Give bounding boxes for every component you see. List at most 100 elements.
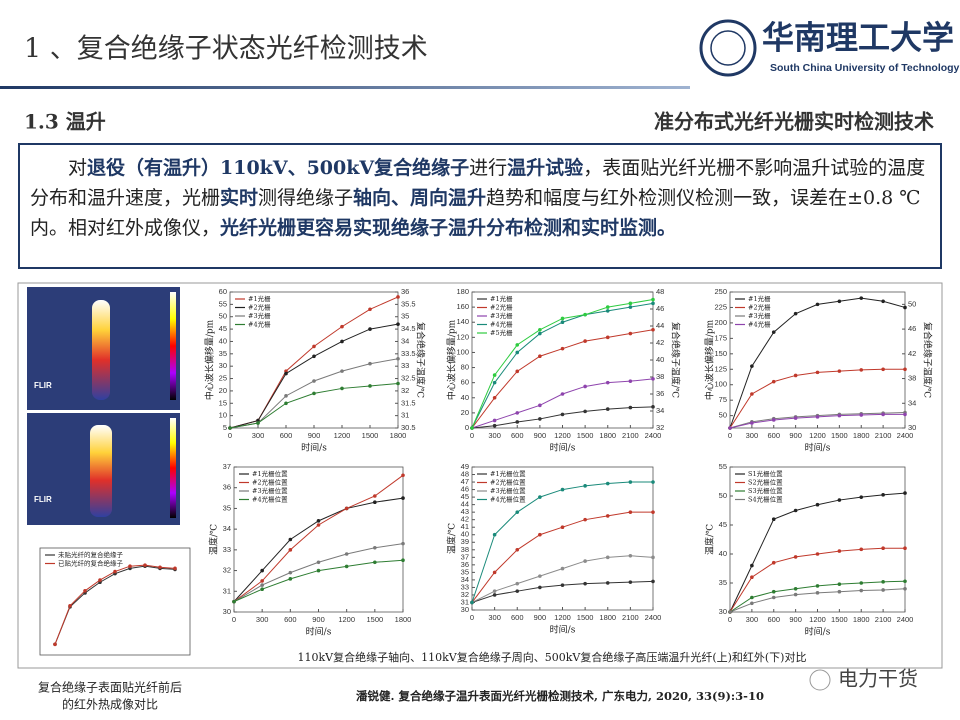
- y2-axis-label: 复合绝缘子温度/℃: [922, 322, 934, 398]
- data-point: [750, 421, 754, 425]
- y-tick-label: 120: [456, 332, 469, 341]
- data-point: [628, 510, 633, 514]
- x-tick-label: 600: [511, 613, 524, 622]
- data-point: [903, 579, 907, 584]
- y2-tick-label: 48: [656, 287, 664, 296]
- ir-caption: 复合绝缘子表面贴光纤前后: [38, 680, 182, 695]
- data-point: [470, 426, 474, 430]
- x-tick-label: 1500: [362, 431, 379, 440]
- data-point: [128, 564, 132, 568]
- data-point: [260, 587, 264, 592]
- data-point: [903, 367, 907, 372]
- ir-image: FLIR: [27, 413, 180, 525]
- data-point: [628, 305, 633, 309]
- x-tick-label: 2100: [875, 615, 892, 624]
- data-point: [793, 587, 798, 591]
- data-point: [492, 418, 497, 423]
- data-point: [815, 302, 820, 307]
- legend-label: #4光栅: [748, 320, 771, 329]
- data-point: [583, 384, 587, 389]
- y2-tick-label: 50: [908, 299, 916, 308]
- data-point: [316, 523, 321, 527]
- y-axis-label: 中心波长偏移量/pm: [446, 319, 458, 400]
- x-tick-label: 1800: [853, 615, 870, 624]
- data-point: [396, 356, 400, 361]
- legend-label: #4光栅位置: [252, 495, 288, 504]
- logo-emblem: [699, 19, 757, 77]
- reference: 潘锐健. 复合绝缘子温升表面光纤光栅检测技术, 广东电力, 2020, 33(9…: [356, 689, 764, 703]
- y-tick-label: 47: [461, 477, 469, 486]
- x-tick-label: 1200: [809, 431, 826, 440]
- y-tick-label: 225: [714, 302, 727, 311]
- title-rule: [0, 86, 690, 89]
- data-point: [881, 580, 885, 584]
- data-point: [750, 392, 754, 396]
- data-point: [538, 417, 542, 421]
- y-axis-label: 温度/℃: [704, 524, 716, 555]
- data-point: [470, 600, 474, 605]
- text-segment: 测得绝缘子: [258, 187, 354, 209]
- legend-label: #2光栅: [490, 303, 513, 312]
- text-segment: 光纤光栅更容易实现绝缘子温升分布检测和实时监测。: [220, 217, 677, 239]
- data-point: [859, 495, 864, 499]
- charts-caption: 110kV复合绝缘子轴向、110kV复合绝缘子周向、500kV复合绝缘子高压端温…: [298, 650, 807, 664]
- x-tick-label: 0: [232, 615, 236, 624]
- text-segment: 进行: [469, 157, 508, 179]
- x-tick-label: 0: [728, 615, 732, 624]
- data-point: [651, 377, 655, 381]
- y-axis-label: 中心波长偏移量/pm: [204, 319, 216, 400]
- y-tick-label: 80: [461, 363, 469, 372]
- data-point: [492, 570, 497, 575]
- y-tick-label: 15: [219, 398, 227, 407]
- data-point: [560, 525, 565, 530]
- data-point: [373, 500, 377, 505]
- data-point: [538, 327, 542, 332]
- data-point: [859, 296, 864, 300]
- x-tick-label: 2100: [622, 431, 639, 440]
- data-point: [903, 587, 907, 591]
- data-point: [316, 568, 321, 573]
- data-point: [396, 381, 400, 386]
- data-point: [837, 369, 842, 373]
- y2-tick-label: 34: [401, 336, 409, 345]
- x-axis-label: 时间/s: [550, 442, 576, 454]
- x-axis-label: 时间/s: [550, 624, 576, 636]
- y-axis-label: 中心波长偏移量/pm: [704, 319, 716, 400]
- y2-tick-label: 42: [908, 349, 916, 358]
- legend-label: #2光栅: [248, 303, 271, 312]
- y-tick-label: 37: [223, 462, 231, 471]
- y-tick-label: 35: [219, 349, 227, 358]
- y-tick-label: 41: [461, 522, 469, 531]
- text-segment: 轴向、周向温升: [353, 187, 487, 209]
- data-point: [340, 339, 344, 344]
- y-tick-label: 10: [219, 411, 227, 420]
- data-point: [605, 309, 610, 313]
- x-tick-label: 900: [534, 613, 547, 622]
- legend-label: #4光栅位置: [490, 495, 526, 504]
- x-tick-label: 600: [767, 431, 780, 440]
- data-point: [538, 354, 542, 359]
- data-point: [228, 426, 232, 430]
- y-tick-label: 40: [719, 549, 727, 558]
- data-point: [837, 549, 842, 553]
- legend-label: #4光栅: [490, 320, 513, 329]
- data-point: [583, 312, 587, 317]
- data-point: [560, 316, 565, 321]
- y-tick-label: 33: [461, 582, 469, 591]
- data-point: [288, 548, 293, 552]
- y-tick-label: 60: [219, 287, 227, 296]
- x-tick-label: 1800: [395, 615, 412, 624]
- y-tick-label: 125: [714, 364, 727, 373]
- data-point: [492, 589, 497, 593]
- data-point: [368, 384, 372, 388]
- data-point: [316, 560, 321, 565]
- data-point: [771, 589, 776, 594]
- y2-tick-label: 31.5: [401, 398, 416, 407]
- y-tick-label: 0: [465, 423, 469, 432]
- y-tick-label: 160: [456, 302, 469, 311]
- y-tick-label: 34: [223, 524, 231, 533]
- data-point: [344, 564, 349, 569]
- data-point: [373, 560, 377, 565]
- x-tick-label: 600: [284, 615, 297, 624]
- data-point: [771, 330, 776, 334]
